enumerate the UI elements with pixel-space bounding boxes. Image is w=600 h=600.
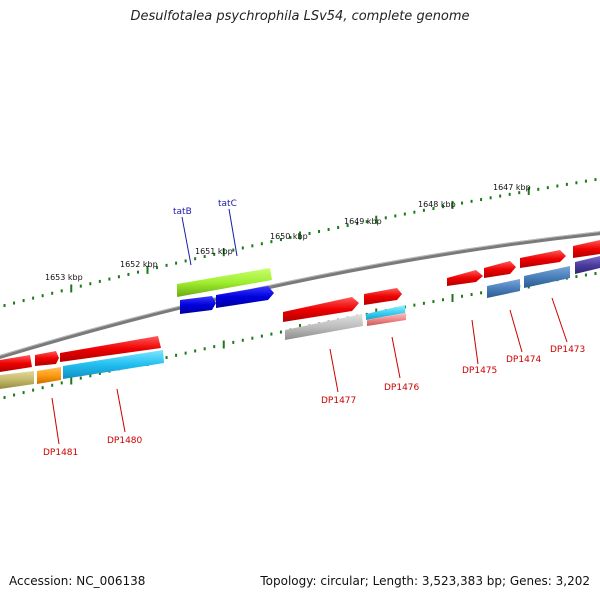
gene-dp1476-lower	[367, 313, 406, 326]
gene-dp1474-forward	[484, 261, 516, 278]
dp1480-leader	[116, 388, 126, 433]
kbp-label-1651: 1651 kbp	[195, 247, 233, 256]
kbp-label-1650: 1650 kbp	[270, 232, 308, 241]
dp1477-leader	[329, 348, 339, 393]
gene-dp1475[interactable]	[487, 279, 520, 298]
gene-dp1477-forward	[283, 297, 359, 322]
genome-backbone	[0, 231, 600, 360]
gene-tatC[interactable]	[216, 286, 274, 308]
gene-dp1481-forward	[0, 355, 32, 372]
gene-label-DP1476[interactable]: DP1476	[384, 383, 420, 393]
genome-title: Desulfotalea psychrophila LSv54, complet…	[130, 9, 470, 24]
gene-dp1473-forward	[520, 250, 566, 268]
gene-label-DP1481[interactable]: DP1481	[43, 448, 78, 458]
gene-dp1473[interactable]	[575, 256, 600, 274]
accession-label: Accession: NC_006138	[9, 574, 146, 588]
outer-tick-ring	[3, 178, 597, 308]
gene-dp1481-orange	[37, 367, 61, 384]
kbp-label-1652: 1652 kbp	[120, 260, 158, 269]
gene-label-DP1477[interactable]: DP1477	[321, 396, 356, 406]
tatB-leader	[181, 216, 192, 266]
gene-dp1476-forward	[364, 288, 402, 305]
tatC-leader	[228, 208, 238, 257]
dp1474-leader	[509, 309, 523, 353]
kbp-label-1648: 1648 kbp	[418, 200, 456, 209]
gene-label-DP1475[interactable]: DP1475	[462, 366, 497, 376]
gene-label-tatC[interactable]: tatC	[218, 199, 237, 209]
gene-dp1481[interactable]	[0, 371, 34, 389]
dp1476-leader	[391, 336, 401, 379]
gene-label-DP1473[interactable]: DP1473	[550, 345, 585, 355]
gene-label-DP1480[interactable]: DP1480	[107, 436, 143, 446]
dp1473-leader	[551, 297, 568, 343]
kbp-label-1653: 1653 kbp	[45, 273, 83, 282]
gene-dp1480-forward	[60, 336, 161, 362]
gene-dp1480[interactable]	[63, 350, 164, 379]
gene-dp1477[interactable]	[285, 314, 363, 340]
genome-summary: Topology: circular; Length: 3,523,383 bp…	[260, 574, 590, 588]
gene-dp1476[interactable]	[366, 305, 405, 320]
dp1481-leader	[51, 397, 60, 445]
gene-tatB[interactable]	[177, 268, 272, 297]
gene-label-tatB[interactable]: tatB	[173, 207, 192, 217]
gene-right-edge-forward	[573, 240, 600, 258]
gene-dp1474[interactable]	[524, 266, 570, 288]
dp1475-leader	[471, 319, 479, 365]
gene-label-DP1474[interactable]: DP1474	[506, 355, 542, 365]
gene-tatB-lower	[180, 296, 216, 314]
kbp-label-1649: 1649 kbp	[344, 217, 382, 226]
kbp-label-1647: 1647 kbp	[493, 183, 531, 192]
gene-dp1481b-forward	[35, 351, 59, 366]
gene-dp1475-forward	[447, 270, 483, 286]
